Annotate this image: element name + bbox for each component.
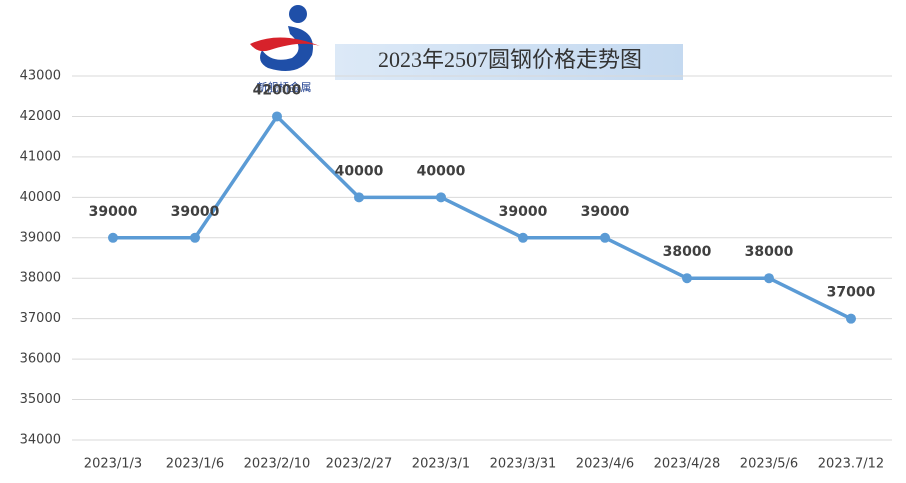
marker: [190, 232, 200, 243]
data-label: 40000: [335, 163, 384, 179]
marker: [272, 111, 282, 122]
marker: [354, 192, 364, 203]
x-tick-label: 2023/5/6: [740, 457, 798, 472]
x-tick-label: 2023/2/27: [326, 457, 393, 472]
data-label: 40000: [417, 163, 466, 179]
marker: [436, 192, 446, 203]
logo: 新舰桥金属: [250, 5, 320, 94]
marker: [846, 313, 856, 324]
y-tick-label: 38000: [20, 271, 61, 286]
y-tick-label: 36000: [20, 352, 61, 367]
title-background: [335, 44, 683, 80]
line: [113, 114, 852, 321]
x-tick-label: 2023.7/12: [818, 457, 884, 472]
y-tick-label: 39000: [20, 230, 61, 245]
x-tick-label: 2023/4/28: [654, 457, 721, 472]
y-tick-label: 34000: [20, 433, 61, 448]
data-label: 39000: [581, 204, 630, 220]
marker: [764, 273, 774, 284]
y-tick-label: 42000: [20, 109, 61, 124]
y-tick-label: 35000: [20, 392, 61, 407]
chart-title: 2023年2507圆钢价格走势图: [378, 47, 642, 72]
data-label: 39000: [89, 204, 138, 220]
data-label: 38000: [745, 244, 794, 260]
x-tick-label: 2023/1/3: [84, 457, 142, 472]
marker: [108, 232, 118, 243]
y-tick-label: 43000: [20, 69, 61, 84]
y-tick-label: 37000: [20, 311, 61, 326]
data-label: 42000: [253, 82, 302, 98]
x-tick-label: 2023/3/31: [490, 457, 557, 472]
marker: [518, 232, 528, 243]
x-tick-label: 2023/2/10: [244, 457, 311, 472]
x-tick-label: 2023/3/1: [412, 457, 470, 472]
y-tick-label: 41000: [20, 149, 61, 164]
y-tick-label: 40000: [20, 190, 61, 205]
marker: [600, 232, 610, 243]
data-label: 37000: [827, 285, 876, 301]
marker: [682, 273, 692, 284]
logo-text: 新舰桥金属: [257, 80, 312, 94]
data-label: 39000: [171, 204, 220, 220]
data-label: 39000: [499, 204, 548, 220]
data-label: 38000: [663, 244, 712, 260]
x-tick-label: 2023/1/6: [166, 457, 224, 472]
x-tick-label: 2023/4/6: [576, 457, 634, 472]
